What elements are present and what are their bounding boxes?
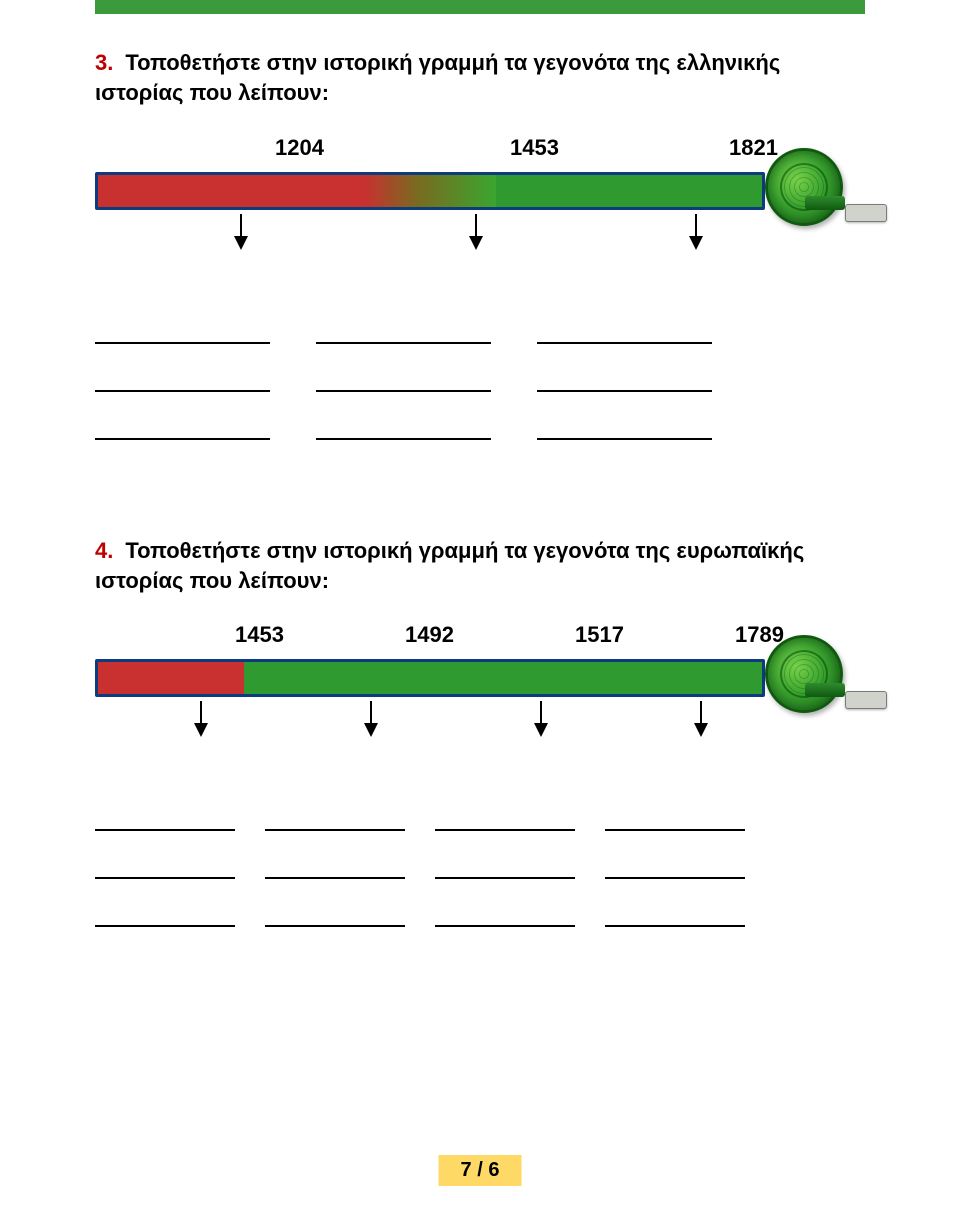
year-label: 1453 (235, 622, 284, 648)
section-2-number: 4. (95, 538, 113, 563)
timeline-arrow (695, 214, 697, 248)
timeline-1-red-segment (98, 175, 364, 207)
answer-blank[interactable] (435, 853, 575, 879)
answer-blank[interactable] (265, 853, 405, 879)
blank-row (95, 414, 865, 440)
timeline-1-green-segment (496, 175, 762, 207)
timeline-1-gradient-segment (364, 175, 497, 207)
answer-blank[interactable] (95, 366, 270, 392)
blank-row (95, 805, 865, 831)
top-accent-bar (95, 0, 865, 14)
answer-blank[interactable] (605, 805, 745, 831)
answer-blank[interactable] (537, 414, 712, 440)
answer-blank[interactable] (265, 901, 405, 927)
answer-blank[interactable] (605, 853, 745, 879)
section-1-heading: 3.Τοποθετήστε στην ιστορική γραμμή τα γε… (95, 48, 865, 107)
answer-blank[interactable] (95, 853, 235, 879)
section-1-title: Τοποθετήστε στην ιστορική γραμμή τα γεγο… (95, 50, 780, 105)
timeline-arrow (200, 701, 202, 735)
timeline-2 (95, 655, 865, 775)
answer-blank[interactable] (537, 366, 712, 392)
blank-row (95, 366, 865, 392)
timeline-arrow (240, 214, 242, 248)
worksheet-page: 3.Τοποθετήστε στην ιστορική γραμμή τα γε… (0, 0, 960, 1214)
page-number: 7 / 6 (439, 1155, 522, 1186)
section-2-title: Τοποθετήστε στην ιστορική γραμμή τα γεγο… (95, 538, 804, 593)
year-label: 1204 (275, 135, 324, 161)
answer-blank[interactable] (435, 901, 575, 927)
year-label: 1453 (510, 135, 559, 161)
answer-blank[interactable] (265, 805, 405, 831)
tape-reel-icon (755, 625, 875, 745)
timeline-arrow (475, 214, 477, 248)
year-label: 1492 (405, 622, 454, 648)
timeline-2-tape (95, 659, 765, 697)
tape-reel-icon (755, 138, 875, 258)
timeline-arrow (540, 701, 542, 735)
answer-blank[interactable] (95, 805, 235, 831)
blank-row (95, 318, 865, 344)
answer-blank[interactable] (435, 805, 575, 831)
section-1-number: 3. (95, 50, 113, 75)
answer-blank[interactable] (316, 366, 491, 392)
answer-blank[interactable] (316, 318, 491, 344)
timeline-1-tape (95, 172, 765, 210)
answer-blank[interactable] (316, 414, 491, 440)
answer-blank[interactable] (537, 318, 712, 344)
year-label: 1517 (575, 622, 624, 648)
section-2-answer-blanks (95, 805, 865, 949)
timeline-1 (95, 168, 865, 288)
answer-blank[interactable] (95, 414, 270, 440)
section-1-answer-blanks (95, 318, 865, 462)
timeline-2-red-segment (98, 662, 244, 694)
blank-row (95, 853, 865, 879)
answer-blank[interactable] (95, 901, 235, 927)
section-2-heading: 4.Τοποθετήστε στην ιστορική γραμμή τα γε… (95, 536, 865, 595)
answer-blank[interactable] (605, 901, 745, 927)
answer-blank[interactable] (95, 318, 270, 344)
timeline-arrow (370, 701, 372, 735)
timeline-arrow (700, 701, 702, 735)
timeline-2-green-segment (244, 662, 762, 694)
blank-row (95, 901, 865, 927)
